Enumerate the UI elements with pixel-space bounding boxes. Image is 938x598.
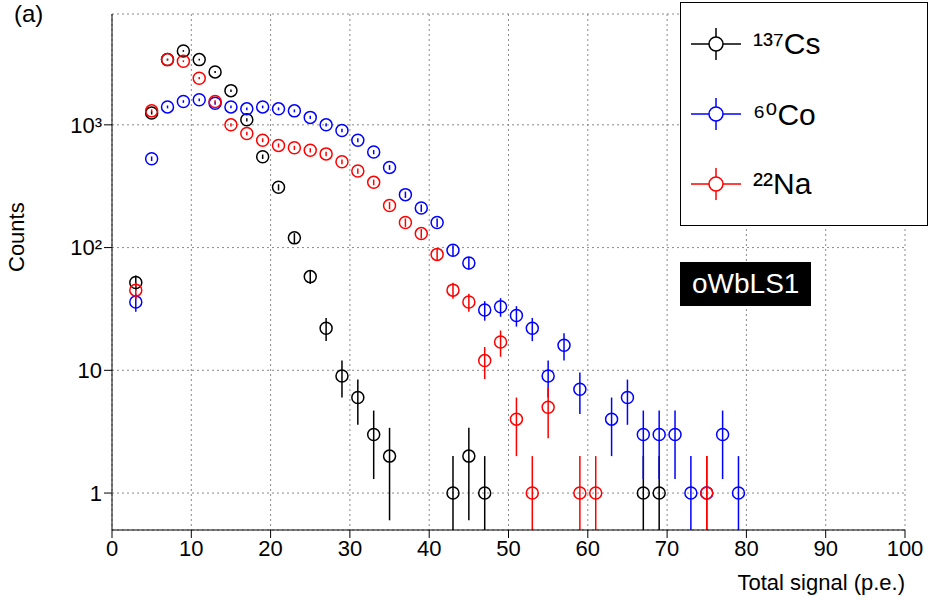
svg-text:20: 20 xyxy=(258,536,282,561)
svg-text:1: 1 xyxy=(90,481,102,506)
svg-text:90: 90 xyxy=(813,536,837,561)
svg-text:80: 80 xyxy=(734,536,758,561)
html-text:²²Na: ²²Na xyxy=(753,167,812,200)
html-text:(a): (a) xyxy=(14,0,44,27)
svg-text:Counts: Counts xyxy=(4,202,29,272)
svg-text:10: 10 xyxy=(179,536,203,561)
svg-text:50: 50 xyxy=(496,536,520,561)
svg-text:10²: 10² xyxy=(70,235,102,260)
svg-text:10³: 10³ xyxy=(70,113,102,138)
svg-text:Total signal (p.e.): Total signal (p.e.) xyxy=(737,570,905,595)
html-text:⁶⁰Co: ⁶⁰Co xyxy=(753,97,816,131)
html-text:oWbLS1: oWbLS1 xyxy=(692,268,800,299)
html-text:¹³⁷Cs: ¹³⁷Cs xyxy=(753,27,821,60)
svg-text:100: 100 xyxy=(887,536,924,561)
svg-text:10: 10 xyxy=(78,358,102,383)
svg-text:60: 60 xyxy=(576,536,600,561)
svg-text:40: 40 xyxy=(417,536,441,561)
svg-text:30: 30 xyxy=(338,536,362,561)
svg-text:0: 0 xyxy=(106,536,118,561)
svg-text:70: 70 xyxy=(655,536,679,561)
